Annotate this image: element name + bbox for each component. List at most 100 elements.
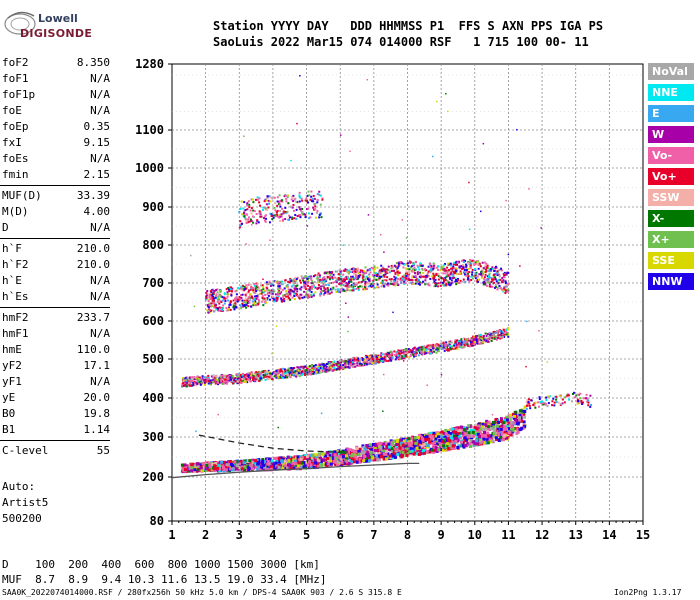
echo-point (467, 434, 471, 438)
echo-point (292, 373, 295, 376)
echo-point (516, 422, 520, 426)
echo-point (283, 370, 286, 373)
echo-point (317, 459, 321, 463)
echo-point (190, 466, 194, 470)
echo-point (409, 355, 412, 358)
echo-point (437, 348, 440, 351)
echo-point (247, 283, 250, 286)
echo-point (284, 374, 287, 377)
echo-point (499, 278, 502, 281)
echo-point (414, 350, 417, 353)
echo-point (403, 353, 406, 356)
echo-point (260, 292, 263, 295)
echo-point (206, 304, 209, 307)
echo-point (437, 345, 440, 348)
echo-point (500, 280, 503, 283)
echo-point (314, 453, 318, 457)
echo-point (286, 371, 289, 374)
echo-point (355, 457, 359, 461)
echo-point (225, 297, 228, 300)
echo-point (494, 331, 497, 334)
echo-point (481, 425, 485, 429)
echo-point (220, 466, 224, 470)
echo-point (220, 460, 224, 464)
echo-point (347, 358, 350, 361)
echo-point (190, 469, 194, 473)
echo-point (305, 372, 308, 375)
echo-point (502, 421, 506, 425)
echo-point (359, 281, 362, 284)
echo-point (379, 441, 383, 445)
echo-point (438, 275, 441, 278)
echo-point (496, 431, 500, 435)
echo-point (487, 439, 491, 443)
echo-point (222, 381, 225, 384)
echo-point (199, 466, 203, 470)
echo-point (396, 280, 399, 283)
echo-point (380, 355, 383, 358)
echo-point (300, 275, 303, 278)
param-row: foEs N/A (2, 152, 110, 168)
echo-point (386, 276, 389, 279)
echo-point (197, 379, 200, 382)
echo-point (363, 286, 366, 289)
echo-point (292, 369, 295, 372)
echo-point (320, 463, 324, 467)
echo-point (306, 456, 310, 460)
echo-point (192, 383, 195, 386)
echo-point (344, 290, 347, 293)
echo-point (198, 465, 202, 469)
echo-point (488, 274, 491, 277)
echo-point (444, 428, 448, 432)
echo-point (382, 358, 385, 361)
echo-point (411, 448, 415, 452)
echo-point (317, 367, 320, 370)
echo-point (460, 340, 463, 343)
echo-point (498, 429, 502, 433)
echo-point (385, 449, 389, 453)
echo-point (263, 289, 266, 292)
echo-point (368, 361, 371, 364)
echo-point (427, 351, 430, 354)
echo-point (351, 449, 355, 453)
echo-point (301, 373, 304, 376)
echo-point (238, 379, 241, 382)
echo-point (282, 374, 285, 377)
echo-point (402, 445, 406, 449)
echo-point (196, 464, 200, 468)
echo-point (311, 459, 315, 463)
echo-point (264, 374, 267, 377)
echo-point (338, 455, 342, 459)
echo-point (440, 445, 444, 449)
echo-point (340, 359, 343, 362)
echo-point (304, 286, 307, 289)
echo-point (195, 469, 199, 473)
echo-point (404, 272, 407, 275)
echo-point (252, 302, 255, 305)
echo-point (437, 268, 440, 271)
echo-point (255, 458, 259, 462)
echo-point (336, 270, 339, 273)
echo-point (349, 448, 353, 452)
echo-point (471, 268, 474, 271)
echo-point (226, 379, 229, 382)
echo-point (266, 370, 269, 373)
echo-point (415, 452, 419, 456)
echo-point (435, 348, 438, 351)
echo-point (226, 380, 229, 383)
echo-point (377, 356, 380, 359)
x-tick-label: 10 (468, 528, 482, 542)
echo-point (370, 458, 374, 462)
echo-point (184, 377, 187, 380)
echo-point (471, 440, 475, 444)
echo-point (289, 371, 292, 374)
echo-point (288, 372, 291, 375)
param-row: yF1 N/A (2, 375, 110, 391)
echo-point (468, 278, 471, 281)
echo-point (437, 275, 440, 278)
echo-point (430, 352, 433, 355)
echo-point (330, 361, 333, 364)
echo-point (185, 382, 188, 385)
echo-point (183, 384, 186, 387)
echo-point (236, 382, 239, 385)
